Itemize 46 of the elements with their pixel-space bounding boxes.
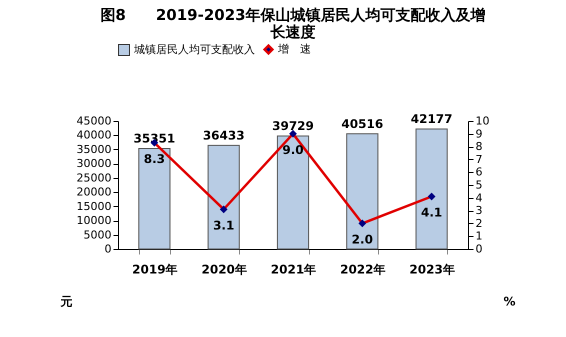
y-tick-label: 30000 bbox=[76, 157, 112, 170]
x-tick-label: 2023年 bbox=[409, 262, 455, 276]
y2-tick-label: 7 bbox=[476, 152, 482, 166]
y-tick-label: 25000 bbox=[76, 171, 112, 184]
y2-tick-label: 1 bbox=[476, 230, 482, 243]
data-label: 3.1 bbox=[213, 218, 234, 232]
data-label: 2.0 bbox=[352, 232, 373, 246]
y-tick-label: 40000 bbox=[76, 128, 112, 142]
bar bbox=[416, 128, 448, 250]
data-label: 40516 bbox=[341, 116, 384, 131]
chart-title: 图8 2019-2023年保山城镇居民人均可支配收入及增长速度 bbox=[100, 6, 486, 41]
data-label: 4.1 bbox=[420, 206, 442, 220]
y-tick-label: 20000 bbox=[76, 186, 112, 199]
y2-tick-label: 6 bbox=[476, 166, 482, 179]
x-tick-label: 2022年 bbox=[340, 262, 386, 276]
y2-tick-label: 9 bbox=[476, 127, 482, 140]
bar bbox=[208, 144, 240, 250]
y2-tick-label: 4 bbox=[476, 191, 482, 204]
y2-tick-label: 10 bbox=[476, 114, 490, 128]
legend-label: 增 速 bbox=[277, 42, 311, 56]
y-tick-label: 15000 bbox=[76, 200, 112, 213]
legend-label: 城镇居民人均可支配收入 bbox=[133, 43, 255, 56]
bar bbox=[276, 135, 310, 250]
x-tick-label: 2019年 bbox=[132, 262, 178, 276]
y-axis-title: 元 bbox=[60, 294, 72, 308]
y2-axis-title: % bbox=[504, 294, 516, 308]
data-label: 42177 bbox=[410, 112, 452, 126]
y-tick-label: 35000 bbox=[76, 142, 112, 156]
data-label: 8.3 bbox=[144, 152, 166, 166]
y-tick-label: 10000 bbox=[76, 214, 112, 228]
x-tick-label: 2020年 bbox=[201, 262, 247, 276]
data-label: 35351 bbox=[134, 131, 176, 146]
y2-tick-label: 3 bbox=[476, 204, 482, 218]
data-label: 36433 bbox=[202, 128, 245, 142]
y2-tick-label: 8 bbox=[476, 140, 482, 154]
y-tick-label: 5000 bbox=[84, 228, 112, 242]
x-tick-label: 2021年 bbox=[270, 262, 316, 276]
y-tick-label: 0 bbox=[104, 242, 112, 256]
y2-tick-label: 0 bbox=[476, 242, 482, 256]
data-label: 9.0 bbox=[282, 142, 304, 157]
y-tick-label: 45000 bbox=[76, 114, 112, 128]
y2-tick-label: 2 bbox=[476, 216, 482, 230]
bar bbox=[346, 133, 378, 250]
y2-tick-label: 5 bbox=[476, 178, 482, 192]
bar bbox=[138, 148, 170, 250]
data-label: 39729 bbox=[272, 118, 314, 133]
